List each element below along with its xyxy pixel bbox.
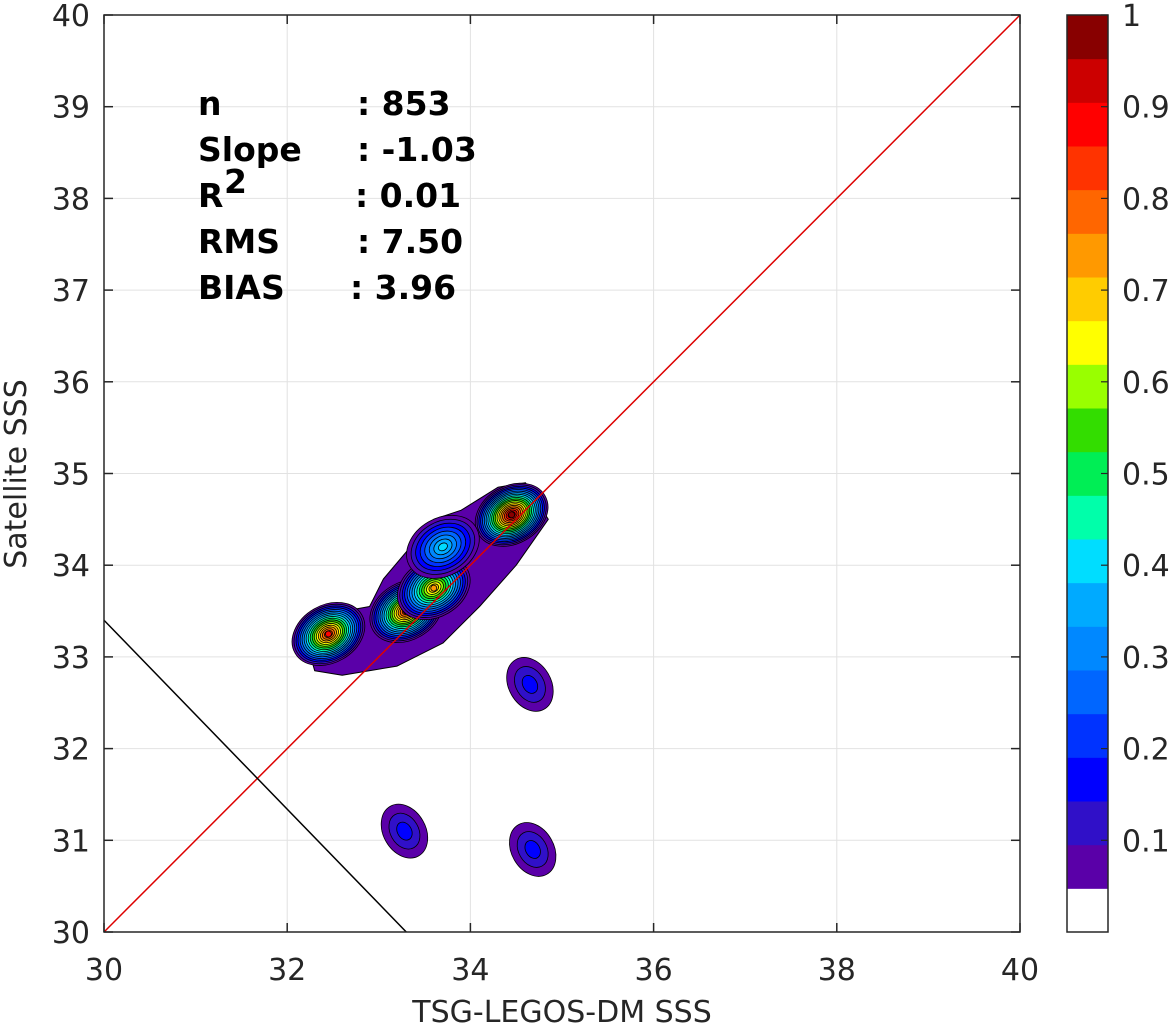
- colorbar-segment: [1067, 888, 1108, 933]
- colorbar-segment: [1067, 102, 1108, 147]
- stat-value: : 0.01: [355, 176, 461, 215]
- colorbar-tick-label: 0.4: [1122, 549, 1170, 584]
- colorbar-tick-label: 0.2: [1122, 733, 1170, 768]
- x-axis-label: TSG-LEGOS-DM SSS: [411, 995, 712, 1028]
- colorbar-tick-label: 0.9: [1122, 91, 1170, 126]
- density-peak: [509, 822, 557, 877]
- colorbar-segment: [1067, 233, 1108, 278]
- stat-name: BIAS: [198, 268, 285, 307]
- colorbar-tick-label: 1: [1122, 0, 1141, 34]
- x-axis: 30 32 34 36 38 40: [85, 15, 1039, 988]
- colorbar-segment: [1067, 277, 1108, 322]
- colorbar: 0.1 0.2 0.3 0.4 0.5 0.6 0.7 0.8 0.9 1: [1066, 0, 1170, 933]
- y-tick-label: 36: [52, 366, 90, 401]
- colorbar-segment: [1067, 582, 1108, 627]
- y-tick-label: 32: [52, 733, 90, 768]
- colorbar-segment: [1067, 58, 1108, 103]
- colorbar-segment: [1067, 364, 1108, 409]
- colorbar-tick-label: 0.5: [1122, 458, 1170, 493]
- stat-value: : -1.03: [357, 130, 477, 169]
- y-tick-label: 34: [52, 549, 90, 584]
- x-tick-label: 30: [85, 953, 123, 988]
- y-tick-label: 37: [52, 274, 90, 309]
- x-tick-label: 34: [451, 953, 489, 988]
- y-tick-label: 33: [52, 641, 90, 676]
- y-tick-label: 38: [52, 182, 90, 217]
- stat-name: R: [198, 176, 223, 215]
- y-tick-label: 31: [52, 824, 90, 859]
- colorbar-tick-label: 0.1: [1122, 824, 1170, 859]
- colorbar-tick-label: 0.6: [1122, 366, 1170, 401]
- colorbar-segment: [1067, 15, 1108, 60]
- density-contours: [291, 482, 557, 877]
- density-peak: [406, 514, 480, 579]
- density-peak: [474, 482, 549, 547]
- colorbar-segment: [1067, 495, 1108, 540]
- colorbar-segment: [1067, 189, 1108, 234]
- colorbar-segment: [1067, 713, 1108, 758]
- y-axis: 30 31 32 33 34 35 36 37 38 39 40: [52, 0, 1020, 951]
- density-peak: [506, 657, 554, 712]
- density-peak: [291, 602, 366, 666]
- density-peak: [380, 803, 429, 859]
- contour-level: [396, 821, 413, 841]
- colorbar-segment: [1067, 146, 1108, 191]
- contour-level: [325, 630, 332, 638]
- regression-line: [104, 619, 407, 932]
- grid-lines: [104, 15, 1020, 932]
- identity-line: [104, 15, 1020, 932]
- colorbar-segment: [1067, 539, 1108, 584]
- colorbar-tick-label: 0.8: [1122, 182, 1170, 217]
- y-tick-label: 30: [52, 916, 90, 951]
- y-tick-label: 35: [52, 458, 90, 493]
- stat-name: n: [198, 84, 222, 123]
- stat-name: Slope: [198, 130, 302, 169]
- colorbar-segment: [1067, 670, 1108, 715]
- x-tick-label: 38: [818, 953, 856, 988]
- stat-name: RMS: [198, 222, 280, 261]
- y-tick-label: 39: [52, 91, 90, 126]
- x-tick-label: 36: [635, 953, 673, 988]
- contour-level: [521, 675, 539, 694]
- colorbar-tick-label: 0.3: [1122, 641, 1170, 676]
- colorbar-segment: [1067, 801, 1108, 846]
- colorbar-segment: [1067, 408, 1108, 453]
- stat-value: : 853: [357, 84, 451, 123]
- colorbar-segment: [1067, 757, 1108, 802]
- colorbar-segment: [1067, 844, 1108, 889]
- contour-level: [524, 840, 541, 859]
- stat-value: : 7.50: [357, 222, 463, 261]
- colorbar-segment: [1067, 626, 1108, 671]
- x-tick-label: 32: [268, 953, 306, 988]
- y-axis-label: Satellite SSS: [0, 379, 34, 569]
- stat-superscript: 2: [224, 162, 247, 201]
- stat-value: : 3.96: [350, 268, 456, 307]
- x-tick-label: 40: [1001, 953, 1039, 988]
- contour-level: [437, 542, 448, 552]
- colorbar-segment: [1067, 320, 1108, 365]
- stats-annotation: n : 853 Slope : -1.03 R 2 : 0.01 RMS : 7.50 BIAS:…: [198, 84, 477, 307]
- reference-lines: [104, 15, 1020, 932]
- contour-level: [508, 511, 516, 519]
- contour-level: [430, 584, 438, 592]
- colorbar-tick-label: 0.7: [1122, 274, 1170, 309]
- y-tick-label: 40: [52, 0, 90, 34]
